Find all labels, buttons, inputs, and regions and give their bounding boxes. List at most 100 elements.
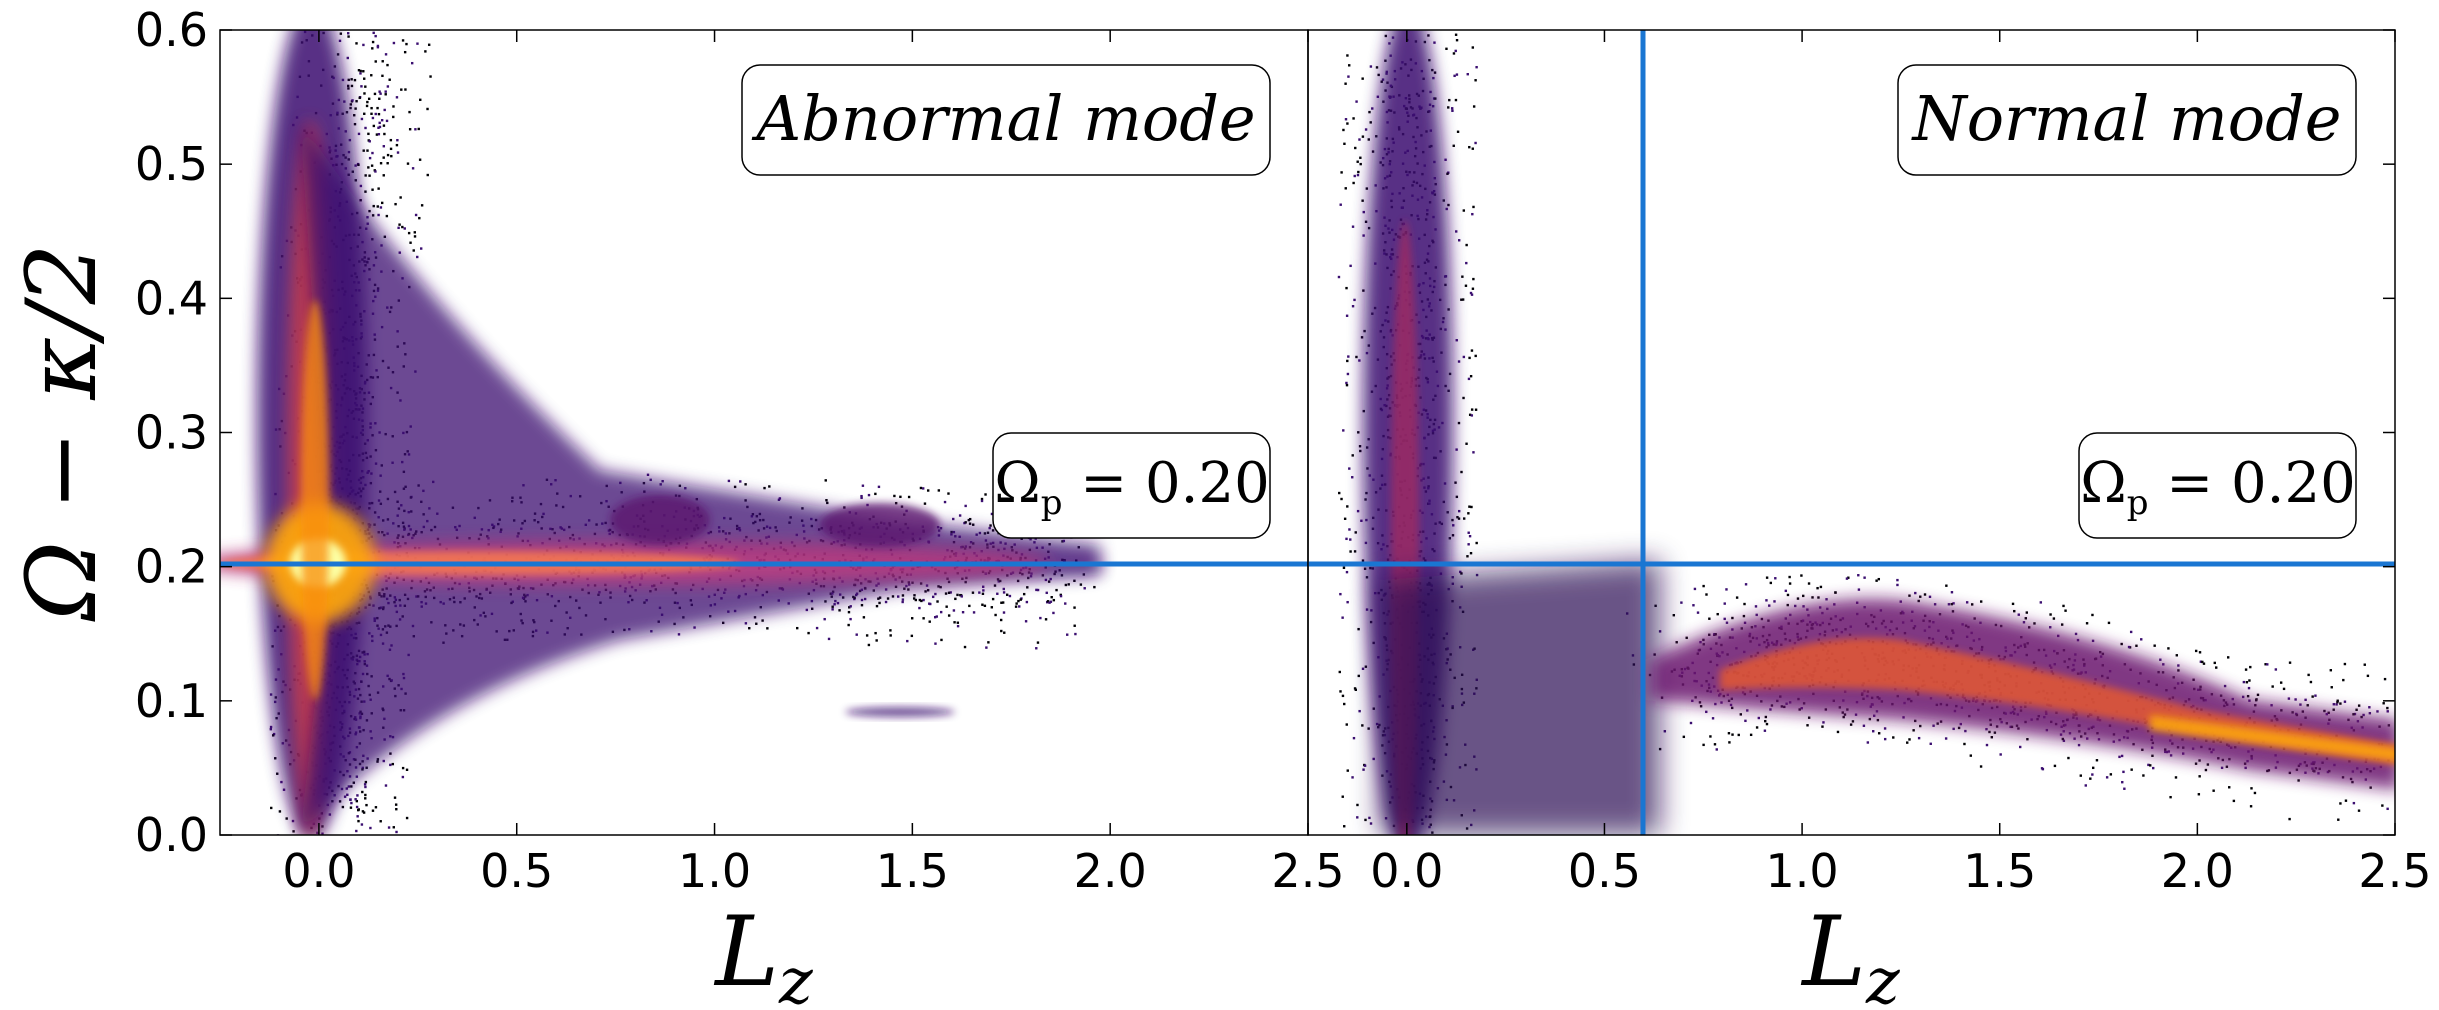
scatter-point	[2343, 662, 2347, 666]
y-tick-label-0: 0.0	[135, 808, 208, 862]
scatter-point	[2198, 651, 2202, 654]
scatter-point	[362, 811, 366, 814]
scatter-point	[1361, 135, 1365, 138]
scatter-point	[1988, 730, 1991, 734]
scatter-point	[1969, 754, 1973, 757]
scatter-point	[1036, 588, 1040, 592]
scatter-point	[899, 495, 902, 499]
scatter-point	[2335, 703, 2338, 706]
density-wedge-lower-left	[300, 560, 1100, 835]
scatter-point	[878, 596, 882, 599]
scatter-point	[1800, 574, 1803, 577]
scatter-point	[2366, 674, 2370, 678]
scatter-point	[1444, 158, 1447, 161]
scatter-point	[1000, 629, 1003, 633]
scatter-point	[357, 132, 361, 136]
scatter-point	[2053, 764, 2057, 768]
scatter-point	[426, 107, 429, 111]
scatter-point	[994, 613, 997, 617]
x-axis-label-sub-right: z	[1865, 945, 1901, 1010]
scatter-point	[2344, 799, 2348, 802]
density-column-hot-left	[301, 300, 329, 700]
scatter-point	[1725, 621, 1729, 624]
scatter-point	[1765, 576, 1769, 579]
scatter-point	[349, 798, 352, 801]
scatter-point	[1357, 170, 1360, 174]
scatter-point	[2062, 739, 2066, 742]
scatter-point	[939, 585, 942, 589]
y-tick-label-4: 0.4	[135, 271, 208, 325]
scatter-point	[371, 116, 375, 120]
y-tick-label-1: 0.1	[135, 674, 208, 728]
scatter-point	[1755, 613, 1758, 617]
scatter-point	[355, 799, 359, 803]
scatter-point	[2247, 686, 2251, 690]
scatter-point	[2386, 710, 2389, 713]
scatter-point	[1892, 736, 1895, 739]
scatter-point	[386, 63, 389, 67]
scatter-point	[937, 489, 941, 492]
scatter-point	[363, 77, 366, 80]
scatter-point	[1472, 277, 1475, 281]
scatter-point	[1950, 602, 1953, 606]
scatter-point	[1929, 742, 1932, 746]
scatter-point	[2274, 668, 2278, 671]
scatter-point	[1822, 721, 1825, 724]
scatter-point	[964, 504, 967, 508]
scatter-point	[389, 752, 392, 755]
scatter-point	[1735, 596, 1739, 599]
scatter-point	[383, 108, 386, 112]
scatter-point	[418, 216, 421, 220]
scatter-point	[1896, 583, 1899, 587]
scatter-point	[1002, 587, 1005, 591]
scatter-point	[1022, 592, 1026, 596]
scatter-point	[353, 78, 357, 82]
scatter-point	[360, 117, 364, 121]
scatter-point	[831, 608, 834, 611]
scatter-point	[2091, 773, 2094, 776]
scatter-point	[1059, 594, 1063, 598]
scatter-point	[1908, 738, 1911, 741]
scatter-point	[385, 214, 389, 218]
scatter-point	[292, 830, 295, 833]
scatter-point	[1462, 355, 1466, 359]
scatter-point	[2152, 766, 2155, 770]
scatter-point	[1472, 205, 1475, 209]
scatter-point	[1036, 641, 1040, 644]
scatter-point	[356, 794, 359, 797]
scatter-point	[1073, 606, 1076, 609]
scatter-point	[2199, 660, 2203, 663]
scatter-point	[364, 797, 367, 800]
scatter-point	[855, 633, 858, 636]
scatter-point	[959, 593, 962, 597]
scatter-point	[1346, 505, 1349, 508]
scatter-point	[1357, 431, 1360, 434]
scatter-point	[874, 492, 877, 496]
scatter-point	[2162, 663, 2165, 666]
scatter-point	[2376, 710, 2379, 713]
scatter-point	[1353, 550, 1357, 553]
scatter-point	[1339, 203, 1342, 206]
scatter-point	[1044, 618, 1048, 621]
x-tick-label-left-1: 0.5	[480, 844, 553, 898]
scatter-point	[1364, 818, 1367, 822]
scatter-point	[926, 589, 930, 592]
scatter-point	[355, 805, 359, 809]
scatter-point	[429, 75, 432, 78]
scatter-point	[2245, 681, 2249, 684]
scatter-point	[848, 606, 851, 609]
scatter-point	[1460, 572, 1463, 575]
scatter-point	[2202, 662, 2206, 665]
scatter-point	[886, 597, 890, 600]
scatter-point	[1049, 600, 1053, 603]
scatter-point	[1459, 570, 1462, 574]
scatter-point	[1358, 359, 1361, 362]
scatter-point	[1872, 730, 1875, 733]
scatter-point	[1964, 729, 1967, 733]
scatter-point	[356, 815, 359, 818]
scatter-point	[1362, 234, 1365, 237]
scatter-point	[1731, 616, 1734, 620]
scatter-point	[1453, 74, 1456, 78]
scatter-point	[947, 492, 950, 495]
scatter-point	[359, 72, 362, 75]
